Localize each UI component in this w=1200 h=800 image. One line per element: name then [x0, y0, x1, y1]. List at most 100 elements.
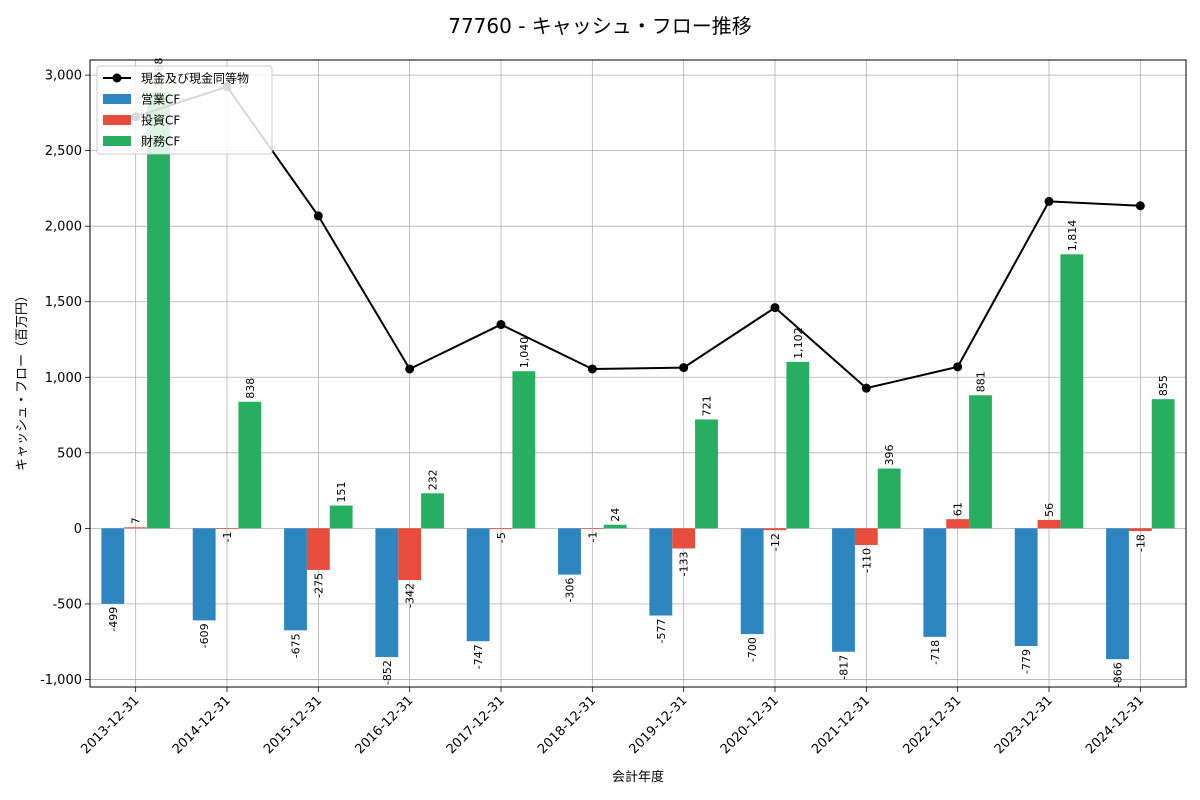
bar-投資CF — [580, 528, 604, 529]
x-tick-label: 2014-12-31 — [170, 693, 234, 757]
data-label-財務CF: 881 — [975, 371, 988, 392]
point-現金及び現金同等物 — [405, 364, 415, 374]
data-label-営業CF: -817 — [838, 655, 851, 680]
y-tick-label: -500 — [52, 597, 82, 612]
data-label-営業CF: -675 — [290, 633, 303, 658]
data-label-投資CF: -342 — [404, 583, 417, 608]
bar-財務CF — [695, 419, 718, 529]
bar-財務CF — [329, 505, 353, 529]
bar-財務CF — [238, 401, 262, 529]
data-label-営業CF: -718 — [929, 640, 942, 665]
bar-営業CF — [740, 528, 764, 635]
point-現金及び現金同等物 — [496, 320, 506, 330]
point-現金及び現金同等物 — [1135, 201, 1145, 211]
x-tick-label: 2017-12-31 — [444, 693, 508, 757]
point-現金及び現金同等物 — [313, 211, 323, 221]
bar-営業CF — [101, 528, 125, 604]
data-label-営業CF: -866 — [1112, 662, 1125, 687]
y-tick-label: 2,000 — [45, 220, 82, 235]
bar-投資CF — [306, 528, 330, 570]
bar-財務CF — [421, 493, 444, 529]
data-label-営業CF: -609 — [198, 623, 211, 648]
bar-営業CF — [466, 528, 490, 642]
data-label-財務CF: 232 — [427, 469, 440, 490]
bar-営業CF — [558, 528, 581, 575]
bar-営業CF — [649, 528, 673, 616]
data-label-投資CF: 61 — [952, 502, 965, 516]
x-tick-label: 2021-12-31 — [809, 693, 873, 757]
bar-営業CF — [923, 528, 947, 637]
bar-財務CF — [1151, 399, 1175, 529]
data-label-投資CF: -1 — [221, 532, 234, 543]
bar-営業CF — [1014, 528, 1038, 647]
x-tick-label: 2020-12-31 — [718, 693, 782, 757]
bar-投資CF — [672, 528, 696, 549]
bar-財務CF — [512, 371, 536, 529]
x-tick-label: 2023-12-31 — [992, 693, 1056, 757]
data-label-財務CF: 838 — [244, 378, 257, 399]
y-tick-label: 500 — [57, 446, 82, 461]
line-layer — [131, 82, 1145, 393]
data-label-財務CF: 721 — [701, 395, 714, 416]
data-label-財務CF: 1,040 — [518, 337, 531, 369]
bar-財務CF — [969, 395, 992, 529]
point-現金及び現金同等物 — [861, 383, 871, 393]
axis-layer: -1,000 -500 0 500 1,000 1,500 2,000 2,500 3,000 2… — [40, 59, 1187, 757]
data-label-財務CF: 396 — [883, 445, 896, 466]
legend-label: 現金及び現金同等物 — [141, 71, 249, 86]
x-axis-title: 会計年度 — [612, 769, 664, 785]
x-tick-label: 2015-12-31 — [261, 693, 325, 757]
bar-投資CF — [489, 528, 513, 530]
point-現金及び現金同等物 — [587, 364, 597, 374]
bar-財務CF — [877, 468, 901, 529]
bar-投資CF — [398, 528, 422, 581]
x-tick-label: 2024-12-31 — [1083, 693, 1147, 757]
legend-label: 投資CF — [141, 113, 180, 128]
y-tick-label: 2,500 — [45, 144, 82, 159]
data-label-営業CF: -779 — [1020, 649, 1033, 674]
legend-label: 財務CF — [141, 134, 180, 149]
data-label-財務CF: 855 — [1157, 375, 1170, 396]
bar-layer — [101, 92, 1175, 660]
data-label-営業CF: -852 — [381, 660, 394, 685]
y-axis-title: キャッシュ・フロー（百万円） — [15, 289, 30, 471]
grid-layer — [90, 60, 1186, 687]
data-label-投資CF: -5 — [495, 532, 508, 543]
chart-title: 77760 - キャッシュ・フロー推移 — [448, 14, 752, 38]
bar-営業CF — [192, 528, 216, 621]
data-label-投資CF: -133 — [678, 551, 691, 576]
data-label-営業CF: -700 — [746, 637, 759, 662]
data-label-営業CF: -499 — [107, 607, 120, 632]
legend-marker — [112, 73, 122, 83]
plot-frame — [89, 59, 1187, 688]
legend-bar-swatch — [103, 136, 131, 146]
y-tick-label: 1,000 — [45, 371, 82, 386]
bar-営業CF — [832, 528, 855, 652]
data-label-営業CF: -577 — [655, 619, 668, 644]
y-tick-label: 1,500 — [45, 295, 82, 310]
data-label-投資CF: -110 — [860, 548, 873, 573]
bar-投資CF — [124, 527, 148, 529]
data-label-投資CF: -275 — [312, 573, 325, 598]
data-label-投資CF: -1 — [586, 532, 599, 543]
point-現金及び現金同等物 — [770, 303, 780, 313]
data-label-財務CF: 1,814 — [1066, 220, 1079, 252]
bar-投資CF — [1128, 528, 1152, 532]
data-label-投資CF: -18 — [1134, 534, 1147, 552]
y-tick-label: 3,000 — [45, 69, 82, 84]
bar-営業CF — [375, 528, 399, 658]
x-tick-label: 2022-12-31 — [900, 693, 964, 757]
legend-label: 営業CF — [141, 93, 180, 107]
legend-bar-swatch — [103, 94, 131, 104]
data-label-財務CF: 24 — [609, 508, 622, 522]
legend-bar-swatch — [103, 115, 131, 125]
data-label-営業CF: -747 — [472, 644, 485, 669]
x-tick-label: 2013-12-31 — [78, 693, 142, 757]
bar-財務CF — [786, 361, 810, 529]
x-tick-label: 2016-12-31 — [352, 693, 416, 757]
data-label-財務CF: 1,102 — [792, 327, 805, 359]
y-tick-label: -1,000 — [40, 673, 82, 688]
x-tick-label: 2018-12-31 — [535, 693, 599, 757]
